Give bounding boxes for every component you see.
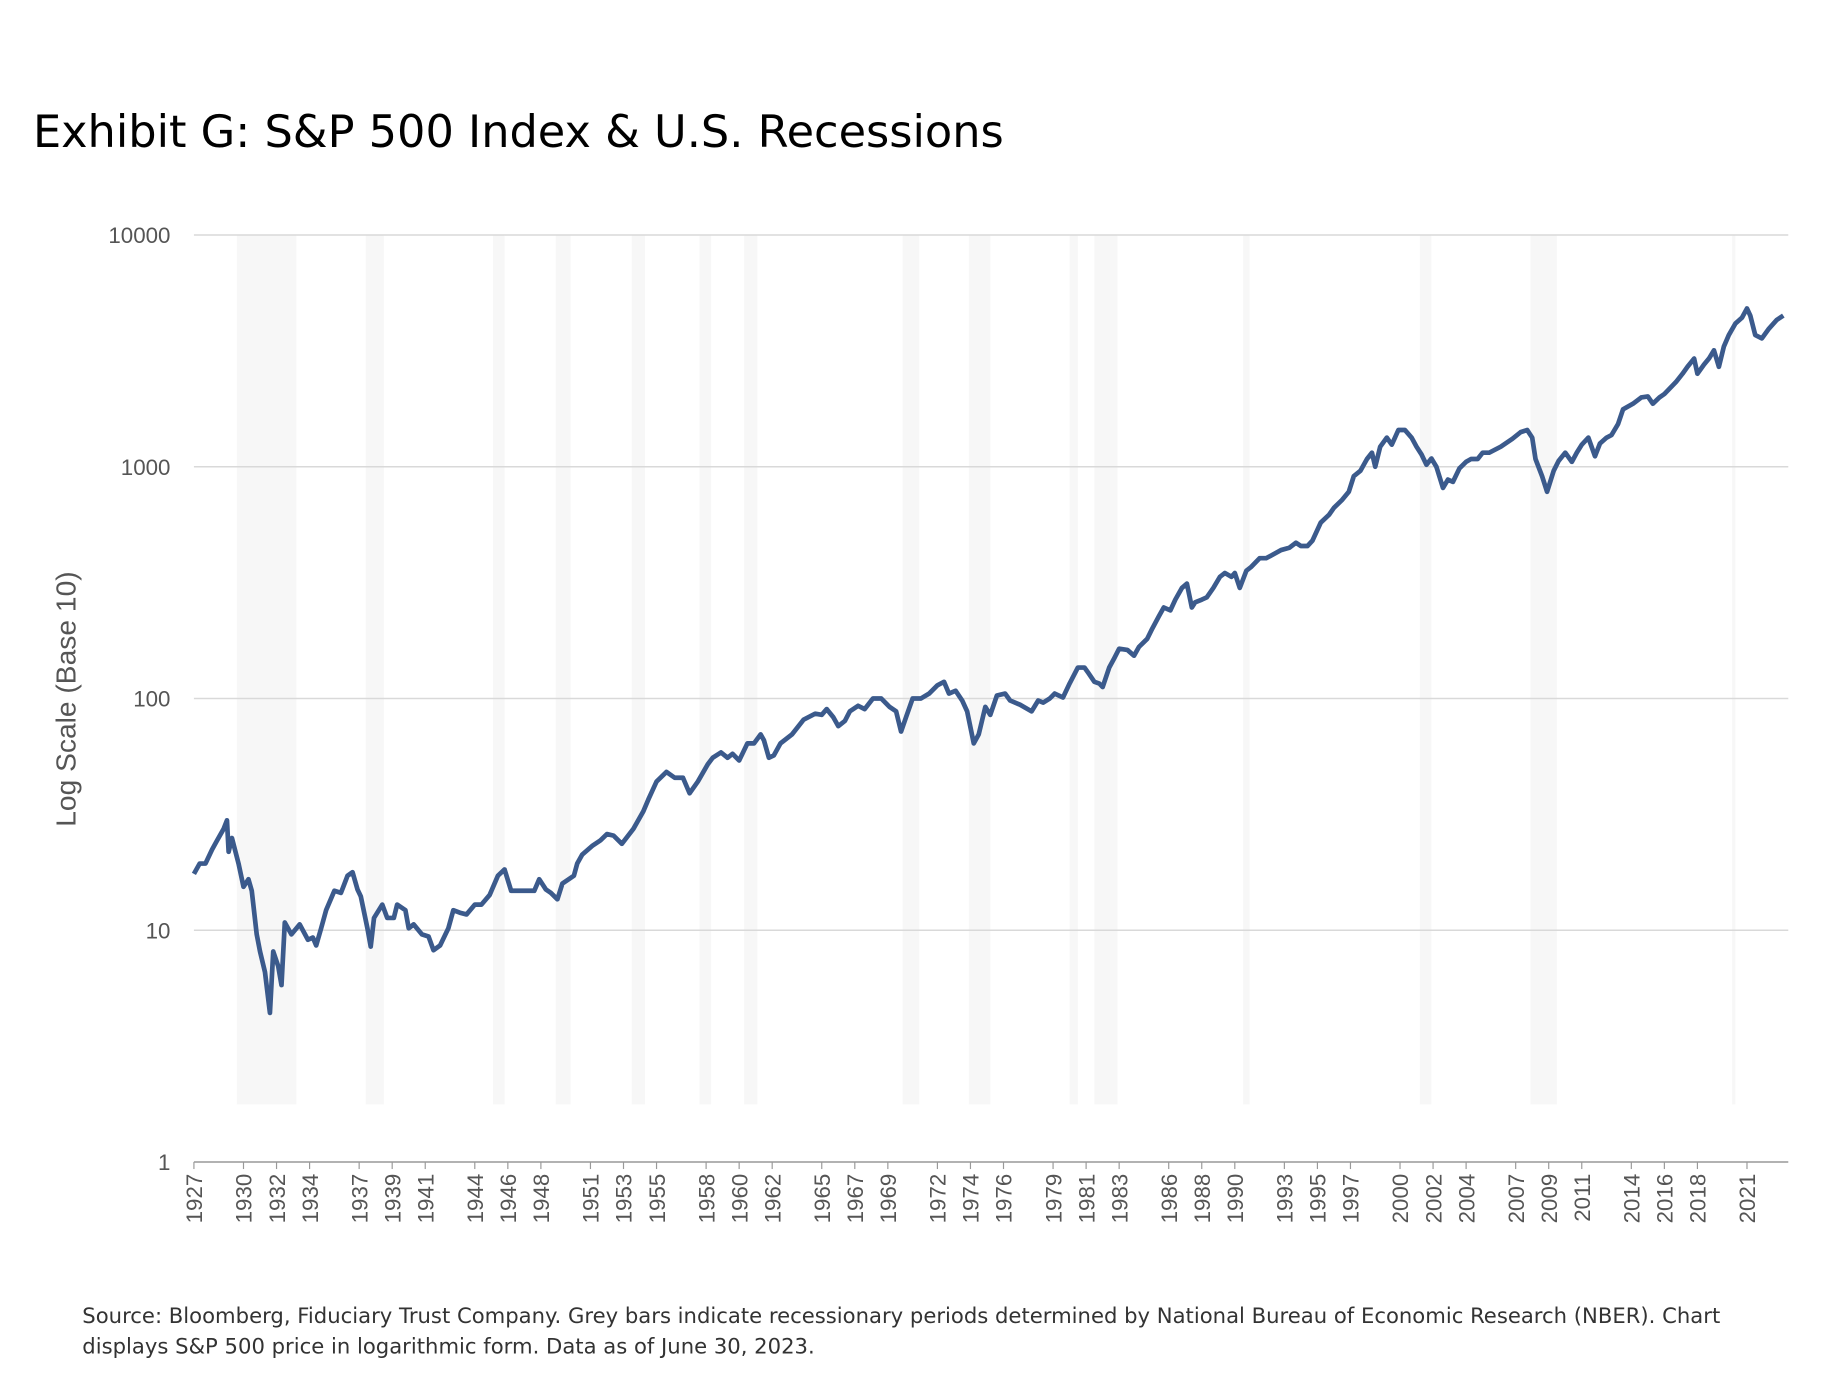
x-tick-label: 2014 [1620, 1174, 1645, 1224]
x-tick-label: 2002 [1421, 1174, 1446, 1224]
line-series [191, 306, 1785, 1016]
y-tick-label: 10 [146, 918, 171, 943]
x-tick-label: 2021 [1735, 1174, 1760, 1224]
x-tick-label: 1967 [843, 1174, 868, 1224]
x-tick-label: 1955 [645, 1174, 670, 1224]
source-note: Source: Bloomberg, Fiduciary Trust Compa… [82, 1304, 1721, 1360]
recession-bar [365, 234, 384, 1105]
x-tick-label: 1930 [232, 1174, 257, 1224]
x-tick-label: 1990 [1223, 1174, 1248, 1224]
recession-bar [1243, 234, 1250, 1105]
recession-bar [699, 234, 712, 1105]
x-tick-label: 1937 [347, 1174, 372, 1224]
x-tick-label: 1946 [496, 1174, 521, 1224]
x-tick-label: 1976 [992, 1174, 1017, 1224]
x-tick-label: 1932 [265, 1174, 290, 1224]
x-tick-label: 1983 [1107, 1174, 1132, 1224]
x-tick-label: 1995 [1306, 1174, 1331, 1224]
recession-bar [744, 234, 758, 1105]
recession-bar [1732, 234, 1736, 1105]
x-tick-label: 1927 [182, 1174, 207, 1224]
x-tick-label: 2007 [1504, 1174, 1529, 1224]
y-tick-label: 1 [158, 1150, 170, 1175]
recession-bar [555, 234, 571, 1105]
recession-bar [1530, 234, 1557, 1105]
x-tick-label: 1951 [579, 1174, 604, 1224]
y-axis-label: Log Scale (Base 10) [49, 571, 81, 826]
x-tick-label: 1969 [876, 1174, 901, 1224]
x-tick-label: 1939 [380, 1174, 405, 1224]
x-tick-label: 1962 [760, 1174, 785, 1224]
x-tick-label: 1993 [1273, 1174, 1298, 1224]
x-tick-label: 1948 [529, 1174, 554, 1224]
recession-bar [236, 234, 297, 1105]
x-tick-label: 1958 [694, 1174, 719, 1224]
recession-bar [1069, 234, 1078, 1105]
x-tick-label: 1979 [1041, 1174, 1066, 1224]
x-tick-label: 1981 [1074, 1174, 1099, 1224]
x-tick-label: 2009 [1537, 1174, 1562, 1224]
x-tick-label: 2016 [1653, 1174, 1678, 1224]
x-tick-label: 2011 [1570, 1174, 1595, 1222]
recession-bar [631, 234, 645, 1105]
recession-bar [968, 234, 991, 1105]
y-tick-label: 10000 [108, 223, 170, 248]
x-tick-label: 1960 [727, 1174, 752, 1224]
x-tick-label: 1974 [959, 1174, 984, 1224]
recession-bar [492, 234, 505, 1105]
source-box: Source: Bloomberg, Fiduciary Trust Compa… [82, 1304, 1721, 1360]
y-tick-label: 1000 [121, 455, 171, 480]
x-tick-label: 1953 [612, 1174, 637, 1224]
x-tick-label: 1941 [413, 1174, 438, 1224]
x-tick-label: 1965 [810, 1174, 835, 1224]
recession-bar [902, 234, 920, 1105]
x-tick-label: 2004 [1454, 1174, 1479, 1224]
x-tick-label: 1944 [463, 1174, 488, 1224]
x-tick-label: 1972 [926, 1174, 951, 1224]
y-tick-label: 100 [133, 687, 170, 712]
recession-bar [1094, 234, 1118, 1105]
x-tick-label: 1988 [1190, 1174, 1215, 1224]
x-tick-label: 2000 [1388, 1174, 1413, 1224]
x-tick-label: 1997 [1339, 1174, 1364, 1224]
chart-title: Exhibit G: S&P 500 Index & U.S. Recessio… [33, 106, 1004, 158]
recession-bar [1419, 234, 1432, 1105]
x-tick-label: 1934 [298, 1174, 323, 1224]
x-tick-label: 2018 [1686, 1174, 1711, 1224]
x-tick-label: 1986 [1157, 1174, 1182, 1224]
